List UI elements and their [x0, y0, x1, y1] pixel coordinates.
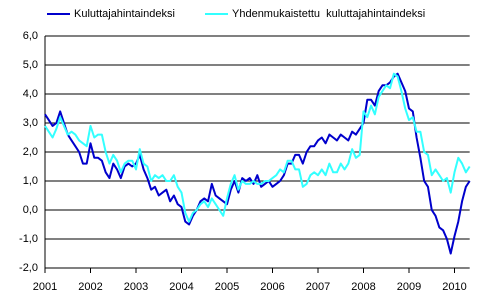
- x-tick-label: 2003: [124, 281, 148, 293]
- x-tick-label: 2005: [215, 281, 239, 293]
- y-tick-label: 6,0: [23, 30, 38, 42]
- y-tick-label: 2,0: [23, 146, 38, 158]
- legend-label: Yhdenmukaistettu kuluttajahintaindeksi: [232, 8, 425, 20]
- y-tick-label: 1,0: [23, 175, 38, 187]
- x-tick-label: 2006: [260, 281, 284, 293]
- legend-label: Kuluttajahintaindeksi: [74, 8, 175, 20]
- y-tick-label: 4,0: [23, 88, 38, 100]
- series-line: [44, 72, 471, 255]
- x-tick-label: 2010: [442, 281, 466, 293]
- y-tick-label: 5,0: [23, 59, 38, 71]
- series-line: [44, 72, 471, 223]
- x-tick-label: 2009: [397, 281, 421, 293]
- y-tick-label: 3,0: [23, 117, 38, 129]
- x-tick-label: 2007: [306, 281, 330, 293]
- x-tick-label: 2008: [351, 281, 375, 293]
- x-tick-label: 2002: [78, 281, 102, 293]
- x-tick-label: 2004: [169, 281, 193, 293]
- x-tick-label: 2001: [33, 281, 57, 293]
- y-tick-label: -1,0: [19, 233, 38, 245]
- y-tick-label: -2,0: [19, 262, 38, 274]
- y-tick-label: 0,0: [23, 204, 38, 216]
